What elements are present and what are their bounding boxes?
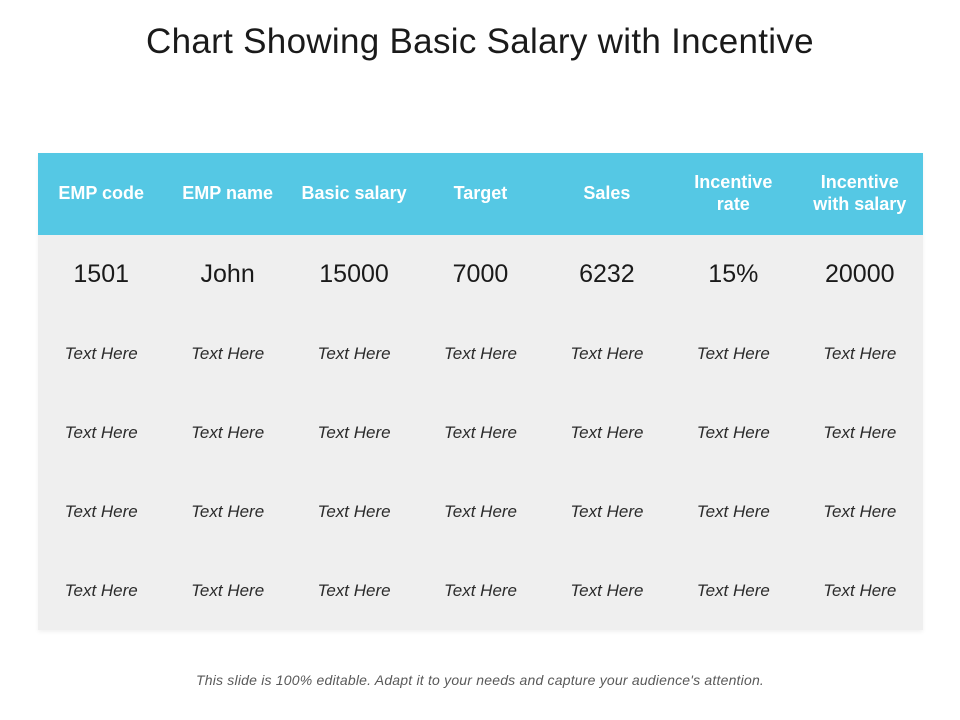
table-row: Text Here Text Here Text Here Text Here … [38,393,923,472]
cell-placeholder: Text Here [670,551,797,630]
table-header-row: EMP code EMP name Basic salary Target Sa… [38,153,923,235]
table-row: Text Here Text Here Text Here Text Here … [38,472,923,551]
table-row: 1501 John 15000 7000 6232 15% 20000 [38,235,923,314]
cell-placeholder: Text Here [290,393,418,472]
cell-placeholder: Text Here [164,393,291,472]
table-header: EMP code EMP name Basic salary Target Sa… [38,153,923,235]
cell-basic-salary: 15000 [290,235,418,314]
cell-placeholder: Text Here [796,472,923,551]
column-header-incentive-with-salary: Incentive with salary [796,153,923,235]
cell-placeholder: Text Here [417,472,544,551]
cell-emp-name: John [164,235,291,314]
cell-placeholder: Text Here [164,551,291,630]
cell-placeholder: Text Here [670,393,797,472]
cell-placeholder: Text Here [543,314,671,393]
salary-data-table: EMP code EMP name Basic salary Target Sa… [38,153,923,630]
cell-placeholder: Text Here [796,314,923,393]
cell-target: 7000 [417,235,544,314]
cell-placeholder: Text Here [38,472,165,551]
cell-placeholder: Text Here [38,314,165,393]
cell-placeholder: Text Here [796,551,923,630]
cell-placeholder: Text Here [543,551,671,630]
cell-placeholder: Text Here [543,393,671,472]
cell-placeholder: Text Here [164,472,291,551]
cell-placeholder: Text Here [670,314,797,393]
cell-sales: 6232 [543,235,671,314]
salary-table: EMP code EMP name Basic salary Target Sa… [38,153,923,630]
slide-footer-note: This slide is 100% editable. Adapt it to… [195,672,765,688]
cell-placeholder: Text Here [543,472,671,551]
cell-incentive-with-salary: 20000 [796,235,923,314]
cell-placeholder: Text Here [670,472,797,551]
column-header-basic-salary: Basic salary [290,153,418,235]
cell-placeholder: Text Here [290,551,418,630]
cell-placeholder: Text Here [417,551,544,630]
table-body: 1501 John 15000 7000 6232 15% 20000 Text… [38,235,923,630]
cell-placeholder: Text Here [290,472,418,551]
cell-incentive-rate: 15% [670,235,797,314]
table-row: Text Here Text Here Text Here Text Here … [38,314,923,393]
cell-placeholder: Text Here [417,314,544,393]
column-header-incentive-rate: Incentive rate [670,153,797,235]
cell-placeholder: Text Here [417,393,544,472]
slide-title: Chart Showing Basic Salary with Incentiv… [146,22,814,61]
cell-placeholder: Text Here [290,314,418,393]
table-row: Text Here Text Here Text Here Text Here … [38,551,923,630]
cell-emp-code: 1501 [38,235,165,314]
column-header-target: Target [417,153,544,235]
cell-placeholder: Text Here [164,314,291,393]
cell-placeholder: Text Here [796,393,923,472]
cell-placeholder: Text Here [38,551,165,630]
column-header-emp-code: EMP code [38,153,165,235]
column-header-sales: Sales [543,153,671,235]
cell-placeholder: Text Here [38,393,165,472]
column-header-emp-name: EMP name [164,153,291,235]
